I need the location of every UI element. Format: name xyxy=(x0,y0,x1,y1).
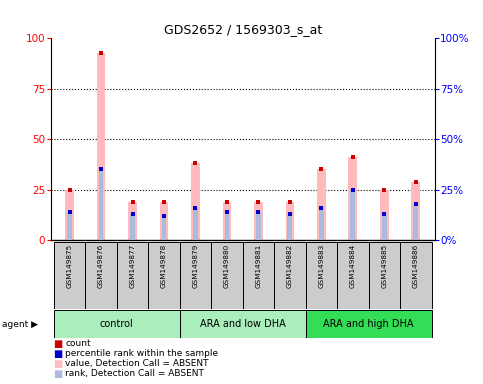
Bar xyxy=(348,157,357,240)
Bar xyxy=(159,202,169,240)
Text: ARA and low DHA: ARA and low DHA xyxy=(200,319,285,329)
Bar xyxy=(162,216,167,240)
Text: GSM149881: GSM149881 xyxy=(256,244,261,288)
Text: GSM149876: GSM149876 xyxy=(98,244,104,288)
Bar xyxy=(128,202,137,240)
Bar xyxy=(85,242,117,309)
Bar xyxy=(306,242,337,309)
Text: ■: ■ xyxy=(53,349,63,359)
Bar xyxy=(191,164,200,240)
Text: ■: ■ xyxy=(53,369,63,379)
Bar xyxy=(225,212,229,240)
Text: agent ▶: agent ▶ xyxy=(2,319,39,329)
Bar xyxy=(193,208,198,240)
Bar xyxy=(211,242,243,309)
Bar xyxy=(337,242,369,309)
Bar xyxy=(65,190,74,240)
Text: rank, Detection Call = ABSENT: rank, Detection Call = ABSENT xyxy=(65,369,204,378)
Title: GDS2652 / 1569303_s_at: GDS2652 / 1569303_s_at xyxy=(164,23,322,36)
Text: GSM149882: GSM149882 xyxy=(287,244,293,288)
Bar xyxy=(412,182,420,240)
Bar xyxy=(400,242,431,309)
Bar xyxy=(382,214,387,240)
Text: GSM149879: GSM149879 xyxy=(193,244,199,288)
Bar xyxy=(285,202,294,240)
Bar xyxy=(130,214,135,240)
Text: GSM149877: GSM149877 xyxy=(129,244,136,288)
Text: GSM149880: GSM149880 xyxy=(224,244,230,288)
Bar xyxy=(180,242,211,309)
Bar xyxy=(274,242,306,309)
Text: ■: ■ xyxy=(53,359,63,369)
Bar xyxy=(148,242,180,309)
Bar xyxy=(254,202,263,240)
Bar xyxy=(54,310,180,338)
Text: control: control xyxy=(100,319,134,329)
Bar xyxy=(369,242,400,309)
Bar xyxy=(351,190,355,240)
Text: value, Detection Call = ABSENT: value, Detection Call = ABSENT xyxy=(65,359,209,368)
Text: ■: ■ xyxy=(53,339,63,349)
Bar xyxy=(243,242,274,309)
Bar xyxy=(97,53,105,240)
Bar xyxy=(67,212,72,240)
Bar xyxy=(256,212,261,240)
Text: count: count xyxy=(65,339,91,348)
Text: GSM149875: GSM149875 xyxy=(67,244,72,288)
Text: GSM149883: GSM149883 xyxy=(318,244,325,288)
Text: ARA and high DHA: ARA and high DHA xyxy=(323,319,414,329)
Bar xyxy=(306,310,431,338)
Text: GSM149884: GSM149884 xyxy=(350,244,356,288)
Text: GSM149878: GSM149878 xyxy=(161,244,167,288)
Text: GSM149886: GSM149886 xyxy=(413,244,419,288)
Bar xyxy=(317,169,326,240)
Bar xyxy=(99,169,103,240)
Text: GSM149885: GSM149885 xyxy=(382,244,387,288)
Text: percentile rank within the sample: percentile rank within the sample xyxy=(65,349,218,358)
Bar xyxy=(54,242,85,309)
Bar xyxy=(319,208,324,240)
Bar xyxy=(180,310,306,338)
Bar xyxy=(413,204,418,240)
Bar xyxy=(223,202,231,240)
Bar xyxy=(287,214,292,240)
Bar xyxy=(380,190,389,240)
Bar xyxy=(117,242,148,309)
